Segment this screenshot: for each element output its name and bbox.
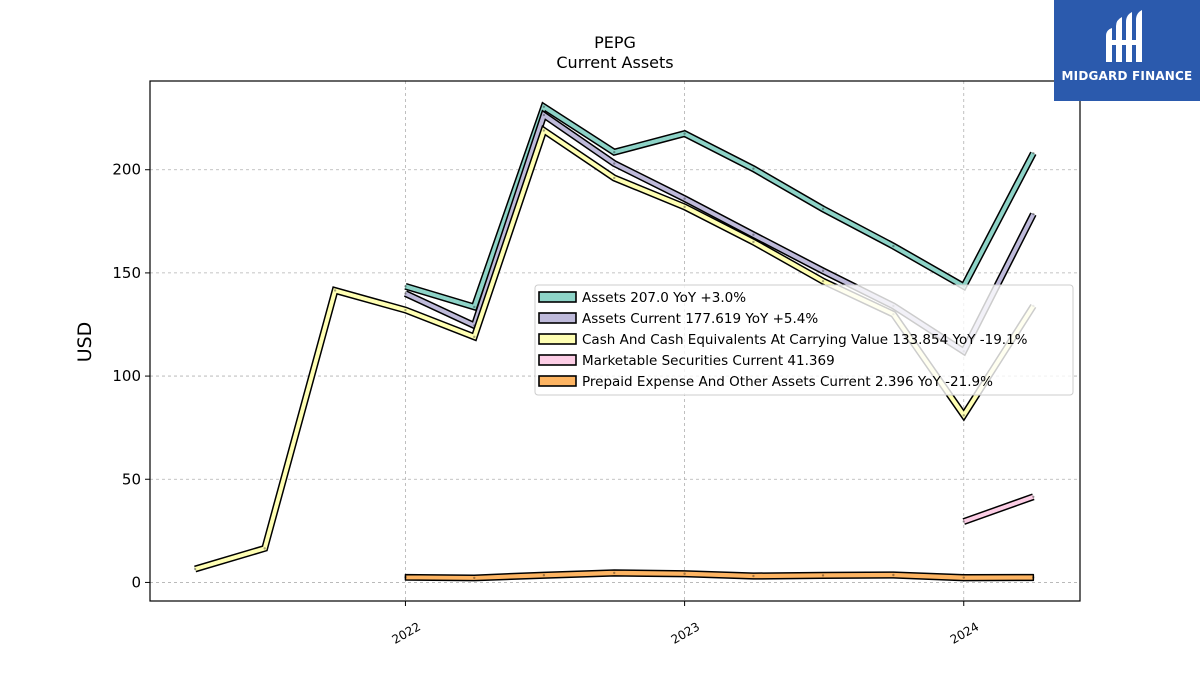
x-tick-label: 2023	[669, 619, 702, 646]
data-point-cash-and-cash-equivalents-at-carrying-value	[683, 205, 686, 209]
data-point-cash-and-cash-equivalents-at-carrying-value	[821, 279, 825, 283]
x-tick-label: 2024	[948, 619, 981, 646]
data-point-prepaid-expense-and-other-assets-current	[752, 574, 755, 578]
series-line-prepaid-expense-and-other-assets-current	[404, 569, 1035, 582]
data-point-assets	[1032, 152, 1035, 155]
logo-mark-icon	[1106, 10, 1142, 62]
data-point-prepaid-expense-and-other-assets-current	[542, 574, 546, 577]
legend-label: Cash And Cash Equivalents At Carrying Va…	[582, 332, 1028, 348]
y-tick-label: 200	[112, 161, 141, 179]
plot-frame	[149, 80, 1081, 602]
legend-swatch	[538, 354, 577, 366]
y-tick-label: 0	[131, 573, 141, 591]
legend: Assets 207.0 YoY +3.0% Assets Current 177…	[534, 284, 1074, 396]
data-point-assets	[683, 132, 686, 135]
data-point-assets-current	[404, 292, 407, 295]
y-axis-ticks: 0 50 100 150 200	[112, 161, 150, 591]
data-point-assets-current	[683, 197, 686, 200]
data-point-assets	[752, 167, 755, 170]
data-point-prepaid-expense-and-other-assets-current	[821, 574, 825, 577]
data-point-cash-and-cash-equivalents-at-carrying-value	[333, 289, 337, 292]
data-point-cash-and-cash-equivalents-at-carrying-value	[473, 335, 476, 339]
data-point-marketable-securities-current	[1032, 495, 1035, 498]
y-axis-label: USD	[74, 322, 96, 363]
data-point-cash-and-cash-equivalents-at-carrying-value	[193, 567, 197, 571]
data-point-assets	[404, 285, 407, 288]
series-outline-assets	[404, 101, 1037, 312]
data-point-prepaid-expense-and-other-assets-current	[683, 572, 686, 575]
legend-label: Assets Current 177.619 YoY +5.4%	[582, 311, 818, 327]
data-point-cash-and-cash-equivalents-at-carrying-value	[752, 240, 755, 244]
data-point-prepaid-expense-and-other-assets-current	[1032, 576, 1035, 579]
data-point-assets	[821, 207, 825, 211]
y-tick-label: 50	[122, 470, 141, 488]
data-point-assets-current	[1032, 212, 1035, 216]
legend-swatch	[538, 291, 577, 303]
x-axis-ticks: 2022 2023 2024	[389, 601, 981, 647]
legend-swatch	[538, 312, 577, 324]
data-point-prepaid-expense-and-other-assets-current	[473, 576, 476, 580]
data-point-assets	[473, 305, 476, 309]
data-point-assets	[613, 150, 616, 154]
data-point-prepaid-expense-and-other-assets-current	[892, 573, 895, 577]
x-tick-label: 2022	[389, 619, 422, 646]
data-point-cash-and-cash-equivalents-at-carrying-value	[404, 308, 407, 312]
y-tick-label: 100	[112, 367, 141, 385]
data-point-assets	[892, 244, 895, 248]
legend-label: Marketable Securities Current 41.369	[582, 353, 835, 369]
data-point-assets-current	[613, 162, 616, 165]
series-line-assets	[404, 103, 1036, 310]
series-line-marketable-securities-current	[963, 494, 1035, 524]
data-point-cash-and-cash-equivalents-at-carrying-value	[542, 129, 546, 132]
legend-box	[534, 284, 1074, 396]
data-point-prepaid-expense-and-other-assets-current	[962, 576, 965, 579]
data-point-cash-and-cash-equivalents-at-carrying-value	[962, 414, 965, 417]
data-point-assets-current	[821, 269, 825, 273]
data-point-assets-current	[752, 233, 755, 236]
logo-text: MIDGARD FINANCE	[1061, 69, 1193, 83]
data-point-assets-current	[542, 113, 546, 117]
y-tick-label: 150	[112, 264, 141, 282]
data-point-prepaid-expense-and-other-assets-current	[404, 576, 407, 579]
chart-subtitle: Current Assets	[556, 53, 673, 72]
data-point-prepaid-expense-and-other-assets-current	[613, 571, 616, 575]
legend-label: Prepaid Expense And Other Assets Current…	[582, 374, 993, 390]
data-point-cash-and-cash-equivalents-at-carrying-value	[613, 176, 616, 180]
midgard-finance-logo: MIDGARD FINANCE	[1054, 0, 1200, 101]
data-point-marketable-securities-current	[962, 520, 965, 523]
legend-swatch	[538, 375, 577, 387]
legend-label: Assets 207.0 YoY +3.0%	[582, 290, 746, 306]
data-point-cash-and-cash-equivalents-at-carrying-value	[263, 547, 266, 550]
chart-title: PEPG	[594, 33, 636, 52]
data-point-assets	[542, 105, 546, 108]
legend-swatch	[538, 333, 577, 345]
